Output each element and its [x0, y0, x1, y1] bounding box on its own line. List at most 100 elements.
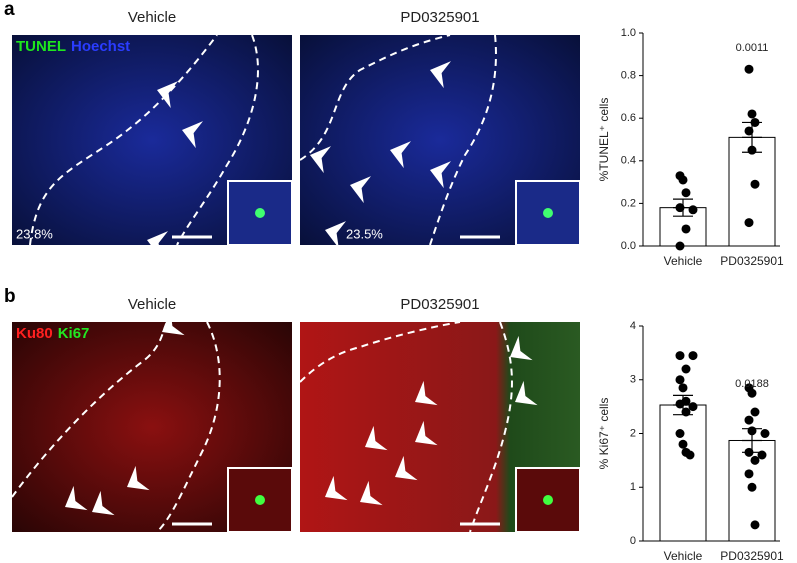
micrograph: 23.5% [299, 34, 581, 249]
x-tick-label: PD0325901 [720, 549, 784, 563]
y-tick-label: 0.0 [621, 240, 636, 252]
arrowhead [510, 335, 533, 361]
arrowhead [310, 146, 332, 174]
annotation: 0.0188 [735, 378, 769, 390]
arrowhead [415, 380, 438, 406]
data-point [750, 407, 760, 417]
micrograph: 23.8% [12, 34, 293, 259]
arrowhead [430, 161, 452, 189]
data-point [757, 450, 767, 460]
arrowhead [515, 380, 538, 406]
data-point [678, 439, 688, 449]
inset-dot [543, 208, 553, 218]
data-point [681, 188, 691, 198]
data-point [678, 175, 688, 185]
data-point [747, 426, 757, 436]
arrowhead [127, 465, 150, 491]
arrowhead [390, 141, 412, 169]
data-point [688, 402, 698, 412]
data-point [747, 388, 757, 398]
data-point [744, 447, 754, 457]
y-axis-label: % Ki67⁺ cells [597, 398, 611, 470]
data-point [750, 179, 760, 189]
data-point [747, 145, 757, 155]
data-point [681, 364, 691, 374]
y-tick-label: 1 [630, 481, 636, 493]
data-point [681, 224, 691, 234]
arrowhead [147, 231, 169, 259]
data-point [688, 351, 698, 361]
panel-letter: b [4, 286, 16, 307]
arrowhead [162, 310, 185, 336]
boundary [299, 34, 497, 246]
data-point [681, 407, 691, 417]
arrowhead [430, 61, 452, 89]
micrograph [299, 321, 581, 533]
y-tick-label: 0.6 [621, 112, 636, 124]
data-point [750, 520, 760, 530]
data-point [675, 203, 685, 213]
data-point [744, 64, 754, 74]
bar [659, 404, 707, 542]
data-point [685, 450, 695, 460]
inset-dot [543, 495, 553, 505]
arrowhead [92, 490, 115, 516]
arrowhead [182, 121, 204, 149]
arrowhead [415, 420, 438, 446]
y-tick-label: 0.4 [621, 155, 636, 167]
y-tick-label: 0.2 [621, 197, 636, 209]
data-point [747, 482, 757, 492]
data-point [744, 126, 754, 136]
stain-label: TUNEL [16, 38, 66, 55]
data-point [678, 383, 688, 393]
data-point [675, 241, 685, 251]
stain-label: Ku80 [16, 325, 53, 342]
y-axis-label: %TUNEL⁺ cells [597, 98, 611, 182]
y-tick-label: 0.8 [621, 70, 636, 82]
y-tick-label: 1.0 [621, 27, 636, 39]
boundary [299, 321, 513, 533]
data-point [675, 375, 685, 385]
y-tick-label: 3 [630, 374, 636, 386]
x-tick-label: Vehicle [664, 254, 703, 268]
stain-label: Hoechst [71, 38, 130, 55]
inset-dot [255, 208, 265, 218]
arrowhead [365, 425, 388, 451]
arrowhead [65, 485, 88, 511]
image-title: PD0325901 [400, 9, 479, 26]
data-point [760, 429, 770, 438]
arrowhead [360, 480, 383, 506]
data-point [744, 415, 754, 425]
data-point [688, 205, 698, 215]
panel-letter: a [4, 0, 15, 20]
data-point [744, 218, 754, 228]
arrowhead [325, 475, 348, 501]
inset-dot [255, 495, 265, 505]
boundary [29, 34, 259, 246]
percent: 23.8% [16, 226, 53, 241]
data-point [747, 109, 757, 119]
arrowhead [395, 455, 418, 481]
stain-label: Ki67 [58, 325, 90, 342]
image-title: Vehicle [128, 296, 176, 313]
percent: 23.5% [346, 226, 383, 241]
micrograph [11, 310, 293, 533]
annotation: 0.0011 [736, 42, 769, 54]
data-point [675, 399, 685, 409]
y-tick-label: 4 [630, 320, 636, 332]
boundary [11, 321, 221, 533]
y-tick-label: 0 [630, 535, 636, 547]
data-point [675, 351, 685, 361]
data-point [744, 469, 754, 479]
image-title: Vehicle [128, 9, 176, 26]
y-tick-label: 2 [630, 427, 636, 439]
data-point [750, 117, 760, 127]
arrowhead [325, 221, 347, 249]
x-tick-label: Vehicle [664, 549, 703, 563]
arrowhead [157, 81, 179, 109]
arrowhead [350, 176, 372, 204]
data-point [750, 455, 760, 465]
data-point [675, 429, 685, 438]
image-title: PD0325901 [400, 296, 479, 313]
